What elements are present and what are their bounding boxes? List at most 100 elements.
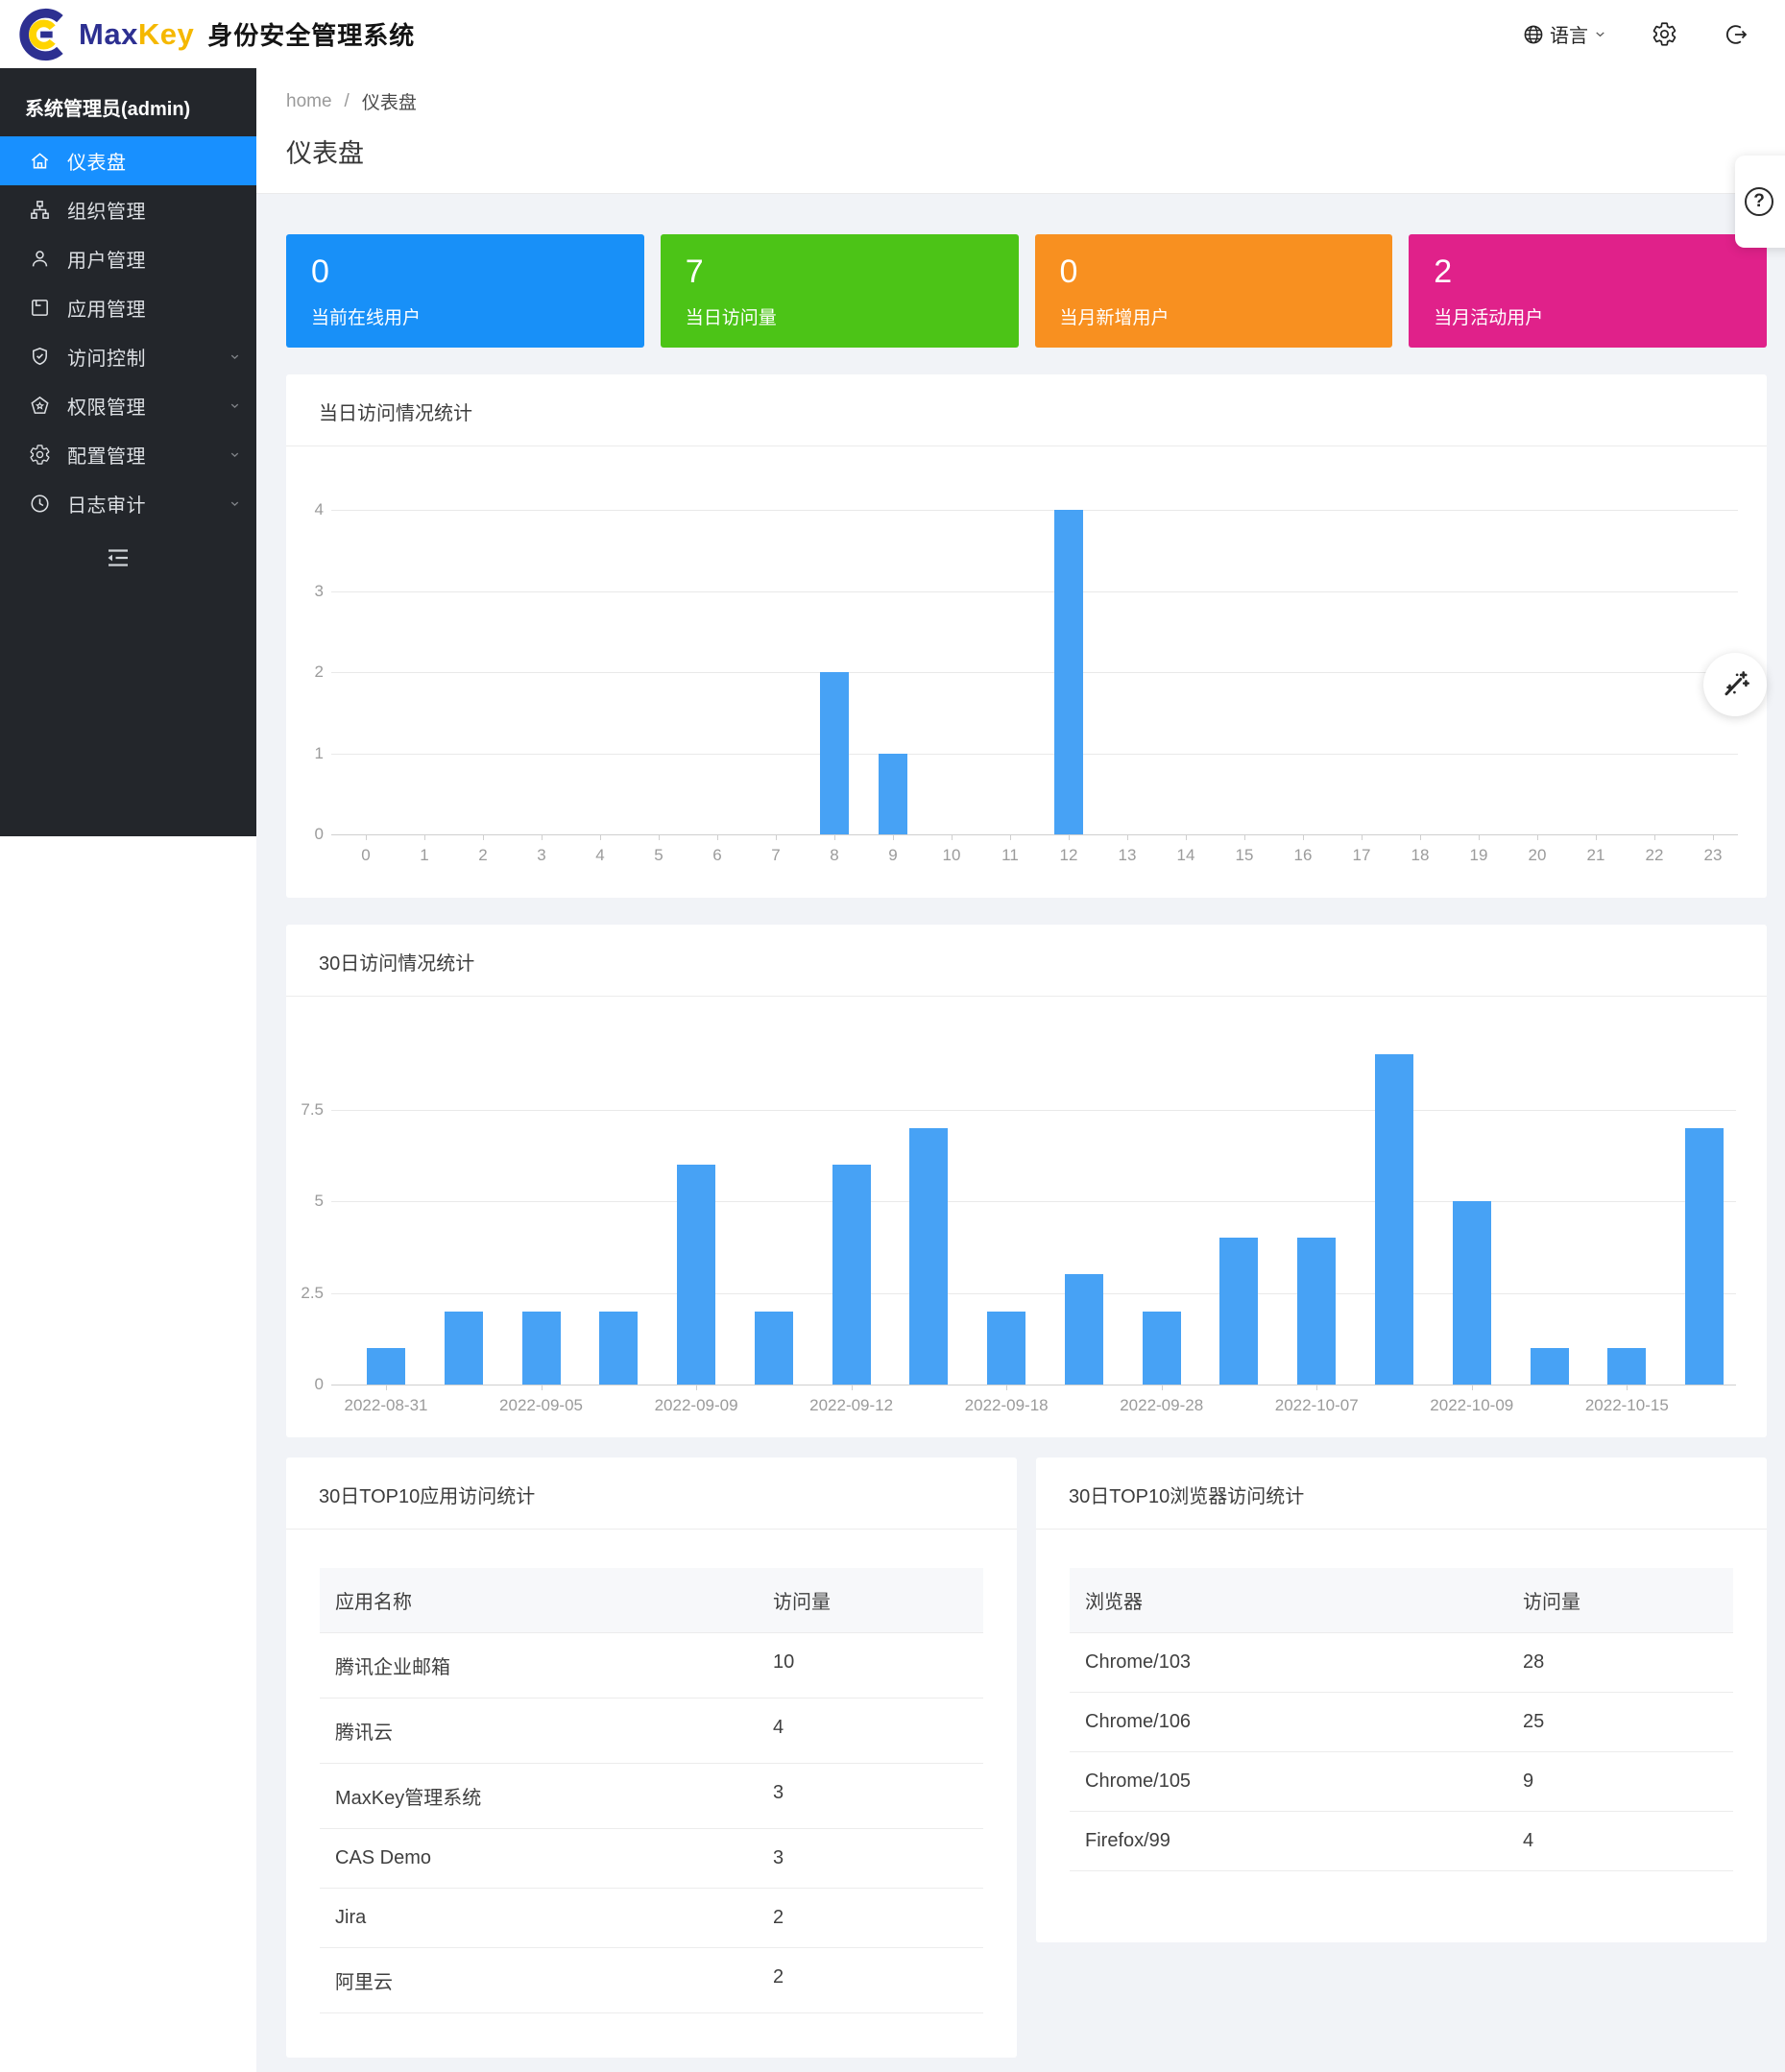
stat-value: 7 <box>685 253 704 290</box>
breadcrumb-current: 仪表盘 <box>361 93 417 113</box>
gridline <box>331 510 1738 511</box>
divider <box>286 996 1767 997</box>
x-axis-label: 17 <box>1352 846 1371 864</box>
language-switcher[interactable]: 语言 <box>1522 20 1607 48</box>
visit-count-cell: 3 <box>773 1782 784 1803</box>
x-axis-label: 2022-10-09 <box>1430 1396 1514 1414</box>
chart-bar <box>820 672 849 834</box>
sidebar-item-audit-log[interactable]: 日志审计 <box>0 479 256 528</box>
logout-icon <box>1725 24 1748 44</box>
chart-bar <box>1142 1311 1181 1385</box>
axis-tick <box>1627 1385 1628 1390</box>
sidebar: 系统管理员(admin) 仪表盘 组织管理 用户管理 <box>0 68 256 2072</box>
breadcrumb-home-link[interactable]: home <box>286 90 332 111</box>
chart-bar <box>1297 1238 1337 1385</box>
chart-bar <box>1530 1347 1569 1385</box>
sidebar-item-label: 用户管理 <box>67 251 146 272</box>
sidebar-item-label: 权限管理 <box>67 398 146 419</box>
globe-icon <box>1524 25 1543 43</box>
axis-tick <box>1006 1385 1008 1390</box>
top-apps-table: 应用名称 访问量 腾讯企业邮箱 10 腾讯云 4 MaxKey管理系统 <box>320 1568 983 2013</box>
sitemap-icon <box>31 201 49 219</box>
axis-tick <box>1303 834 1304 840</box>
sidebar-item-dashboard[interactable]: 仪表盘 <box>0 136 256 185</box>
gear-icon <box>30 445 50 465</box>
breadcrumb-separator: / <box>344 90 350 111</box>
settings-button[interactable] <box>1652 21 1677 47</box>
axis-tick <box>717 834 718 840</box>
main-content: home / 仪表盘 仪表盘 0 当前在线用户 7 当日访问量 0 当月新增用户 <box>256 68 1785 2072</box>
sidebar-item-permissions[interactable]: 权限管理 <box>0 381 256 430</box>
x-axis-label: 2022-10-07 <box>1274 1396 1359 1414</box>
x-axis-label: 12 <box>1059 846 1078 864</box>
panel-title: 30日访问情况统计 <box>319 953 475 975</box>
chevron-down-icon <box>229 350 241 363</box>
visit-count-cell: 4 <box>1523 1830 1534 1851</box>
sidebar-item-access-control[interactable]: 访问控制 <box>0 332 256 381</box>
axis-tick <box>1596 834 1597 840</box>
sidebar-collapse-button[interactable] <box>0 528 256 577</box>
axis-tick <box>1186 834 1187 840</box>
y-axis-label: 0 <box>314 1375 324 1393</box>
axis-tick <box>776 834 777 840</box>
stat-label: 当日访问量 <box>685 308 777 329</box>
sidebar-item-configuration[interactable]: 配置管理 <box>0 430 256 479</box>
axis-tick <box>893 834 894 840</box>
chart-bar <box>832 1164 871 1385</box>
language-label: 语言 <box>1550 26 1588 47</box>
x-axis-label: 9 <box>888 846 898 864</box>
x-axis-label: 6 <box>712 846 722 864</box>
chart-bar <box>367 1347 405 1385</box>
visit-count-cell: 2 <box>773 1907 784 1928</box>
x-axis-label: 13 <box>1118 846 1137 864</box>
axis-tick <box>696 1385 698 1390</box>
x-axis-label: 5 <box>654 846 663 864</box>
axis-tick <box>600 834 601 840</box>
table-row: Jira 2 <box>320 1889 983 1948</box>
table-header-row: 应用名称 访问量 <box>320 1568 983 1633</box>
chevron-down-icon <box>229 399 241 412</box>
stat-card-daily-visits: 7 当日访问量 <box>660 234 1019 348</box>
axis-tick <box>483 834 484 840</box>
chart-bar <box>1219 1238 1259 1385</box>
chart-bar <box>879 753 907 834</box>
x-axis-label: 19 <box>1469 846 1488 864</box>
x-axis-label: 2022-08-31 <box>344 1396 428 1414</box>
chevron-down-icon <box>229 497 241 510</box>
sidebar-item-applications[interactable]: 应用管理 <box>0 283 256 332</box>
x-axis-label: 1 <box>420 846 429 864</box>
table-row: 腾讯云 4 <box>320 1699 983 1764</box>
clock-icon <box>31 494 49 513</box>
breadcrumb: home / 仪表盘 <box>286 88 1785 114</box>
table-row: Chrome/103 28 <box>1070 1633 1733 1693</box>
chart-bar <box>987 1311 1026 1385</box>
sidebar-item-label: 应用管理 <box>67 300 146 321</box>
axis-tick <box>1471 1385 1473 1390</box>
x-axis-label: 16 <box>1293 846 1313 864</box>
brand: MaxKey 身份安全管理系统 <box>0 7 415 62</box>
visit-count-cell: 2 <box>773 1966 784 1988</box>
axis-tick <box>424 834 425 840</box>
browser-name-cell: Chrome/106 <box>1085 1711 1192 1732</box>
x-axis-label: 18 <box>1411 846 1430 864</box>
sidebar-item-users[interactable]: 用户管理 <box>0 234 256 283</box>
chart-bar <box>521 1311 561 1385</box>
app-name-cell: MaxKey管理系统 <box>335 1788 482 1809</box>
table-header-row: 浏览器 访问量 <box>1070 1568 1733 1633</box>
help-button[interactable]: ? <box>1735 156 1785 248</box>
theme-wand-button[interactable] <box>1703 653 1767 716</box>
axis-tick <box>952 834 953 840</box>
header-actions: 语言 <box>1522 20 1785 48</box>
table-row: CAS Demo 3 <box>320 1829 983 1889</box>
chart-bar <box>444 1311 483 1385</box>
app-name-cell: Jira <box>335 1907 367 1928</box>
logout-button[interactable] <box>1724 22 1749 47</box>
x-axis-label: 4 <box>595 846 605 864</box>
x-axis-label: 0 <box>361 846 371 864</box>
current-user-label: 系统管理员(admin) <box>25 99 191 120</box>
chart-bar <box>1685 1127 1725 1385</box>
sidebar-item-organization[interactable]: 组织管理 <box>0 185 256 234</box>
stat-card-monthly-active-users: 2 当月活动用户 <box>1409 234 1767 348</box>
y-axis-label: 0 <box>314 825 324 843</box>
visit-count-cell: 3 <box>773 1847 784 1868</box>
